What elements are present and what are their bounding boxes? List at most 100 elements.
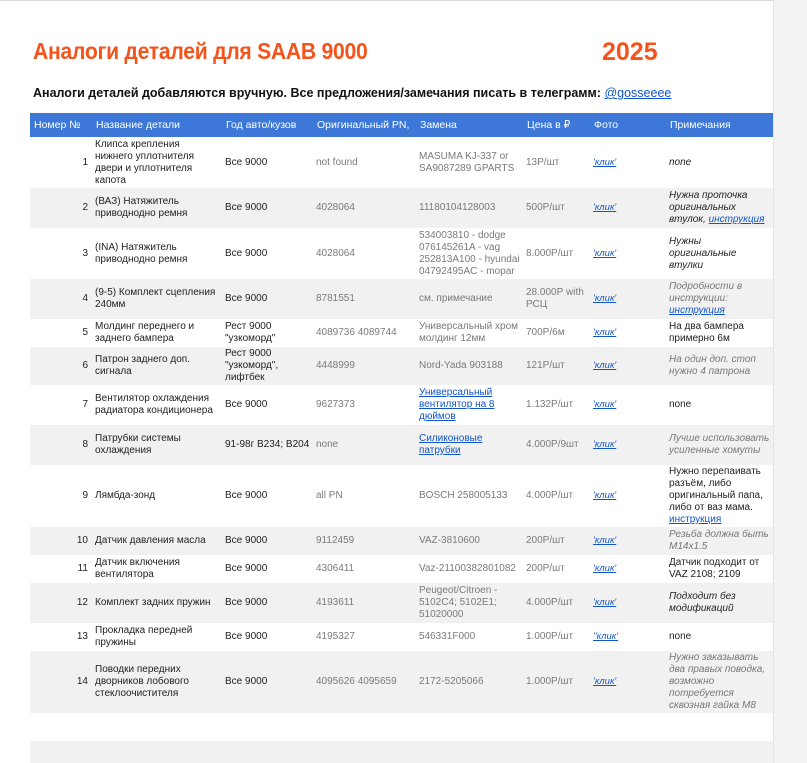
- col-header-year: Год авто/кузов: [222, 113, 313, 137]
- cell-part-name: Молдинг переднего и заднего бампера: [92, 319, 222, 347]
- cell-part-name: Поводки передних дворников лобового стек…: [92, 651, 222, 713]
- col-header-number: Номер №: [30, 113, 92, 137]
- cell-replacement-text: Nord-Yada 903188: [419, 360, 503, 371]
- col-header-photo: Фото: [590, 113, 666, 137]
- cell-year-text: Все 9000: [225, 156, 268, 168]
- cell-photo-link[interactable]: 'клик': [593, 439, 617, 450]
- cell-price-text: 121Р/шт: [526, 360, 565, 371]
- cell-notes-text: На два бампера примерно 6м: [669, 321, 744, 344]
- table-body: 1 Клипса крепления нижнего уплотнителя дв…: [30, 137, 773, 713]
- table-row: 13 Прокладка передней пружины Все 9000 4195…: [30, 623, 773, 651]
- cell-photo-link[interactable]: 'клик': [593, 360, 617, 371]
- cell-notes-text: Резьба должна быть M14x1.5: [669, 529, 769, 552]
- cell-number: 13: [30, 623, 92, 651]
- cell-notes-text: Нужна проточка оригинальных втулок,: [669, 190, 748, 225]
- cell-original-pn-text: 9112459: [316, 535, 355, 546]
- telegram-link[interactable]: @gosseeee: [604, 86, 672, 100]
- cell-replacement-link[interactable]: Универсальный вентилятор на 8 дюймов: [419, 387, 495, 422]
- cell-photo-link[interactable]: 'клик': [593, 563, 617, 574]
- cell-notes: none: [666, 137, 773, 188]
- cell-photo-link[interactable]: 'клик': [593, 202, 617, 213]
- cell-replacement: 534003810 - dodge 076145261A - vag 25281…: [416, 228, 523, 279]
- cell-number-text: 11: [77, 563, 88, 574]
- cell-photo: 'клик': [590, 279, 666, 319]
- cell-photo: 'клик': [590, 319, 666, 347]
- cell-number: 6: [30, 347, 92, 385]
- cell-original-pn-text: 4095626 4095659: [316, 676, 397, 687]
- cell-replacement: Nord-Yada 903188: [416, 347, 523, 385]
- cell-price: 4.000Р/9шт: [523, 425, 590, 465]
- cell-price: 1.000Р/шт: [523, 623, 590, 651]
- subtitle: Аналоги деталей добавляются вручную. Все…: [33, 86, 671, 100]
- cell-original-pn-text: 4089736 4089744: [316, 327, 397, 338]
- cell-price: 500Р/шт: [523, 188, 590, 228]
- instruction-link[interactable]: инструкция: [708, 214, 765, 225]
- cell-replacement-text: 11180104128003: [419, 202, 496, 213]
- cell-replacement: Vaz-21100382801082: [416, 555, 523, 583]
- cell-notes: Датчик подходит от VAZ 2108; 2109: [666, 555, 773, 583]
- col-header-notes: Примечания: [666, 113, 773, 137]
- cell-original-pn: 4095626 4095659: [313, 651, 416, 713]
- cell-photo-link[interactable]: 'клик': [593, 247, 617, 259]
- cell-year: Все 9000: [222, 623, 313, 651]
- cell-number: 2: [30, 188, 92, 228]
- cell-photo-link[interactable]: 'клик': [593, 676, 617, 687]
- right-gutter: [773, 0, 807, 763]
- cell-part-name-text: Молдинг переднего и заднего бампера: [95, 321, 195, 344]
- cell-price-text: 1.000Р/шт: [526, 631, 574, 642]
- cell-year-text: Рест 9000 "узкоморд": [225, 321, 276, 344]
- cell-number-text: 6: [82, 360, 88, 371]
- col-header-part-name: Название детали: [92, 113, 222, 137]
- cell-original-pn-text: 4193611: [316, 597, 355, 608]
- cell-replacement-link[interactable]: Силиконовые патрубки: [419, 433, 483, 456]
- cell-price-text: 1.132Р/шт: [526, 399, 574, 410]
- cell-photo-link[interactable]: 'клик': [593, 597, 617, 608]
- table-row: 4 (9-5) Комплект сцепления 240мм Все 9000 8…: [30, 279, 773, 319]
- cell-price-text: 700Р/6м: [526, 327, 565, 338]
- cell-original-pn-text: 4306411: [316, 563, 355, 574]
- cell-number-text: 1: [82, 156, 88, 168]
- cell-part-name: Клипса крепления нижнего уплотнителя две…: [92, 137, 222, 188]
- cell-photo: 'клик': [590, 465, 666, 527]
- cell-photo: 'клик': [590, 651, 666, 713]
- cell-notes: На два бампера примерно 6м: [666, 319, 773, 347]
- table-row: 1 Клипса крепления нижнего уплотнителя дв…: [30, 137, 773, 188]
- cell-original-pn: 4195327: [313, 623, 416, 651]
- cell-photo-link[interactable]: 'клик': [593, 156, 617, 168]
- cell-original-pn-text: 4028064: [316, 202, 355, 213]
- cell-year: Все 9000: [222, 527, 313, 555]
- cell-notes-text: Нужно перепаивать разъём, либо оригиналь…: [669, 466, 763, 513]
- cell-photo-link[interactable]: 'клик': [593, 535, 617, 546]
- cell-notes-text: Подходит без модификаций: [669, 591, 736, 614]
- instruction-link[interactable]: инструкция: [669, 305, 725, 316]
- cell-price-text: 4.000Р/шт: [526, 597, 574, 608]
- cell-photo: ''клик': [590, 623, 666, 651]
- cell-number: 10: [30, 527, 92, 555]
- table-row: 14 Поводки передних дворников лобового ст…: [30, 651, 773, 713]
- cell-number-text: 5: [82, 327, 88, 338]
- cell-year-text: 91-98г B234; B204: [225, 439, 310, 450]
- cell-number-text: 9: [82, 490, 88, 501]
- cell-part-name: Датчик включения вентилятора: [92, 555, 222, 583]
- cell-notes: Нужна проточка оригинальных втулок, инст…: [666, 188, 773, 228]
- col-header-replacement: Замена: [416, 113, 523, 137]
- cell-photo-link[interactable]: 'клик': [593, 399, 617, 410]
- cell-original-pn-text: none: [316, 439, 339, 450]
- cell-photo-link[interactable]: 'клик': [593, 327, 617, 338]
- cell-part-name-text: Прокладка передней пружины: [95, 625, 193, 648]
- cell-photo: 'клик': [590, 527, 666, 555]
- instruction-link[interactable]: инструкция: [669, 514, 722, 525]
- cell-year-text: Все 9000: [225, 676, 268, 687]
- table-header-row: Номер № Название детали Год авто/кузов О…: [30, 113, 773, 137]
- cell-number: 3: [30, 228, 92, 279]
- cell-part-name-text: Клипса крепления нижнего уплотнителя две…: [95, 138, 194, 186]
- cell-price: 4.000Р/шт: [523, 583, 590, 623]
- cell-photo-link[interactable]: 'клик': [593, 490, 617, 501]
- cell-photo-link[interactable]: ''клик': [593, 631, 619, 642]
- cell-original-pn: 4448999: [313, 347, 416, 385]
- cell-part-name-text: (ВАЗ) Натяжитель приводнодно ремня: [95, 196, 188, 219]
- cell-year: 91-98г B234; B204: [222, 425, 313, 465]
- cell-year: Все 9000: [222, 188, 313, 228]
- cell-photo-link[interactable]: 'клик': [593, 293, 617, 304]
- cell-number: 8: [30, 425, 92, 465]
